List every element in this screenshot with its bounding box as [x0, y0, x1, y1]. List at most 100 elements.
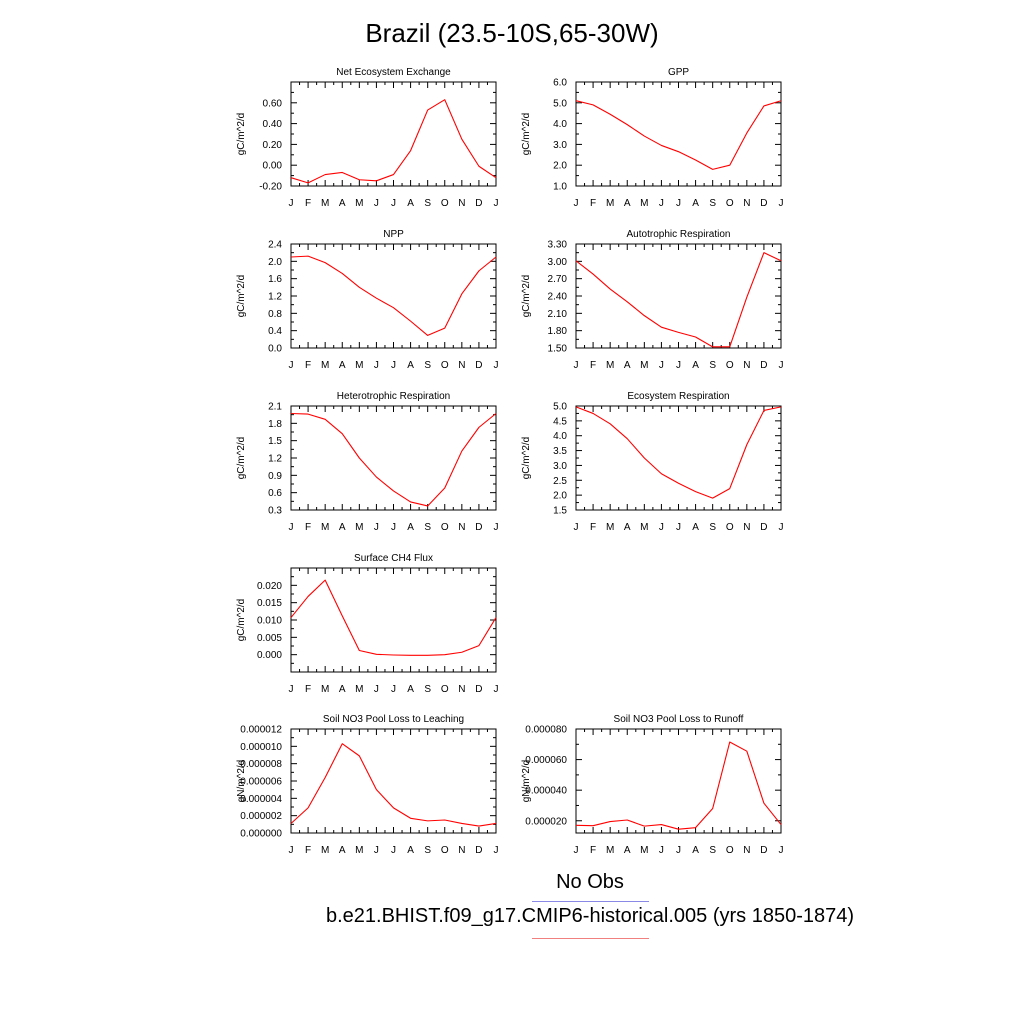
x-tick-label: D [760, 845, 767, 856]
plot-frame [290, 81, 497, 187]
x-tick-label: A [624, 198, 631, 209]
x-tick-label: J [391, 845, 396, 856]
y-tick-label: 3.0 [553, 461, 567, 472]
y-tick-label: 0.000040 [525, 786, 567, 797]
x-tick-label: O [726, 845, 734, 856]
x-tick-label: N [743, 360, 750, 371]
x-tick-label: M [355, 684, 363, 695]
x-tick-label: O [441, 845, 449, 856]
x-tick-label: M [640, 522, 648, 533]
y-tick-label: 0.000010 [240, 742, 282, 753]
x-tick-label: M [606, 198, 614, 209]
y-tick-label: 2.1 [268, 402, 282, 413]
x-tick-label: M [321, 522, 329, 533]
x-tick-label: A [339, 360, 346, 371]
x-tick-label: S [424, 845, 431, 856]
x-tick-label: J [391, 198, 396, 209]
x-tick-label: O [441, 684, 449, 695]
series-line [290, 579, 497, 656]
y-tick-label: 0.015 [257, 598, 282, 609]
x-tick-label: J [659, 198, 664, 209]
x-tick-label: J [494, 845, 499, 856]
y-axis-label: gC/m^2/d [521, 113, 532, 156]
y-tick-label: 0.010 [257, 616, 282, 627]
series-line [290, 412, 497, 507]
x-tick-label: M [355, 360, 363, 371]
y-tick-label: 1.2 [268, 454, 282, 465]
series-line [575, 252, 782, 348]
x-tick-label: A [339, 198, 346, 209]
x-tick-label: J [374, 684, 379, 695]
y-tick-label: 1.5 [553, 506, 567, 517]
x-tick-label: M [321, 198, 329, 209]
x-tick-label: J [289, 522, 294, 533]
x-tick-label: M [321, 360, 329, 371]
x-tick-label: O [441, 522, 449, 533]
y-axis-label: gC/m^2/d [236, 275, 247, 318]
x-tick-label: N [458, 684, 465, 695]
y-tick-label: 5.0 [553, 402, 567, 413]
x-tick-label: A [624, 845, 631, 856]
panel-title: Autotrophic Respiration [627, 229, 731, 240]
x-tick-label: F [305, 360, 311, 371]
y-tick-label: 3.5 [553, 446, 567, 457]
y-tick-label: 0.20 [263, 140, 283, 151]
x-tick-label: J [374, 198, 379, 209]
legend-case-line [532, 938, 649, 939]
x-tick-label: F [305, 522, 311, 533]
y-tick-label: 2.40 [548, 292, 568, 303]
series-line [290, 743, 497, 827]
x-tick-label: J [779, 845, 784, 856]
series-line [575, 100, 782, 170]
x-tick-label: D [475, 684, 482, 695]
x-tick-label: J [676, 845, 681, 856]
x-tick-label: D [760, 360, 767, 371]
x-tick-label: M [355, 845, 363, 856]
x-tick-label: J [391, 684, 396, 695]
x-tick-label: O [726, 522, 734, 533]
y-tick-label: 1.80 [548, 326, 568, 337]
y-tick-label: 5.0 [553, 98, 567, 109]
x-tick-label: S [709, 845, 716, 856]
y-tick-label: 2.0 [553, 491, 567, 502]
x-tick-label: N [458, 198, 465, 209]
x-tick-label: S [424, 198, 431, 209]
x-tick-label: D [475, 198, 482, 209]
y-tick-label: 0.00 [263, 161, 283, 172]
x-tick-label: J [574, 845, 579, 856]
x-tick-label: F [590, 198, 596, 209]
y-tick-label: 0.0 [268, 344, 282, 355]
x-tick-label: N [458, 360, 465, 371]
y-axis-label: gN/m^2/d [236, 760, 247, 803]
x-tick-label: M [606, 522, 614, 533]
y-tick-label: 1.50 [548, 344, 568, 355]
plot-frame [290, 405, 497, 511]
x-tick-label: J [676, 198, 681, 209]
x-tick-label: A [407, 522, 414, 533]
x-tick-label: F [305, 684, 311, 695]
y-tick-label: 0.000008 [240, 759, 282, 770]
x-tick-label: F [590, 845, 596, 856]
y-axis-label: gN/m^2/d [521, 760, 532, 803]
panel-title: Net Ecosystem Exchange [336, 67, 451, 78]
panel-title: NPP [383, 229, 404, 240]
x-tick-label: J [391, 360, 396, 371]
y-tick-label: 0.000006 [240, 777, 282, 788]
y-tick-label: 3.0 [553, 140, 567, 151]
x-tick-label: A [407, 360, 414, 371]
x-tick-label: N [743, 845, 750, 856]
panel-title: Ecosystem Respiration [627, 391, 729, 402]
y-tick-label: 0.8 [268, 309, 282, 320]
y-tick-label: 1.8 [268, 419, 282, 430]
y-tick-label: 1.0 [553, 182, 567, 193]
series-line [575, 406, 782, 499]
x-tick-label: J [659, 360, 664, 371]
y-tick-label: 0.60 [263, 98, 283, 109]
x-tick-label: N [458, 522, 465, 533]
x-tick-label: A [624, 360, 631, 371]
x-tick-label: D [760, 198, 767, 209]
